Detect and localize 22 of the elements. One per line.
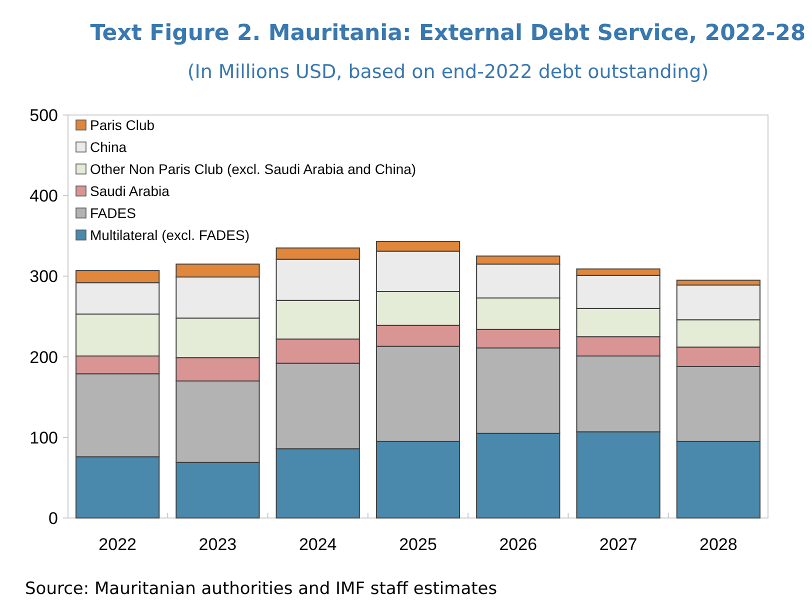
x-tick-label: 2022 xyxy=(98,535,136,554)
x-tick-label: 2025 xyxy=(399,535,437,554)
legend-label: Paris Club xyxy=(90,116,155,133)
y-tick-label: 200 xyxy=(30,348,58,367)
legend-label: Multilateral (excl. FADES) xyxy=(90,226,250,243)
source-note: Source: Mauritanian authorities and IMF staff estimates xyxy=(25,579,498,599)
x-tick-label: 2027 xyxy=(599,535,638,554)
y-tick-label: 500 xyxy=(30,106,58,125)
chart-title: Text Figure 2. Mauritania: External Debt Service, 2022-28 xyxy=(90,21,806,46)
y-tick-label: 100 xyxy=(30,428,58,448)
legend-label: FADES xyxy=(90,204,136,221)
y-tick-label: 300 xyxy=(30,267,58,286)
y-tick-label: 400 xyxy=(30,186,58,206)
x-tick-label: 2026 xyxy=(499,535,538,554)
legend-label: Other Non Paris Club (excl. Saudi Arabia and China) xyxy=(90,160,416,177)
legend-label: China xyxy=(90,138,127,155)
y-tick-label: 0 xyxy=(48,508,58,528)
x-tick-label: 2024 xyxy=(298,535,337,554)
x-tick-label: 2028 xyxy=(700,535,738,554)
x-tick-label: 2023 xyxy=(198,535,237,554)
legend-label: Saudi Arabia xyxy=(90,182,170,199)
chart-subtitle: (In Millions USD, based on end-2022 debt outstanding) xyxy=(187,61,709,83)
